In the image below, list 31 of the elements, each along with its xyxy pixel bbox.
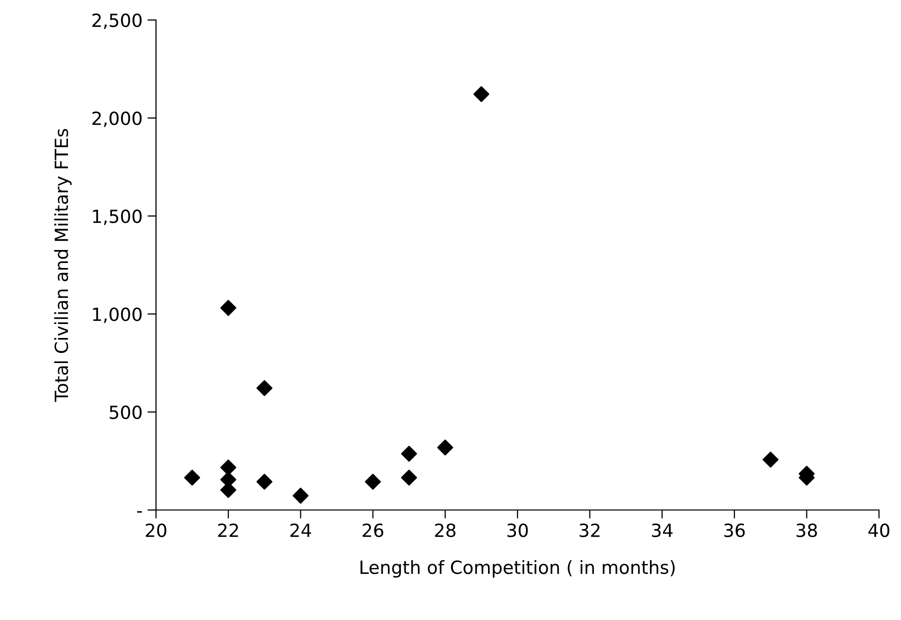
point xyxy=(220,300,236,316)
x-tick-label: 22 xyxy=(218,524,238,537)
point xyxy=(256,380,272,396)
x-tick-label: 20 xyxy=(146,524,166,538)
x-tick-label: 30 xyxy=(507,524,528,538)
y-tick-label: 2,500 xyxy=(92,13,142,29)
y-tick-label: 2,000 xyxy=(92,111,142,127)
x-tick-label: 36 xyxy=(724,524,745,538)
point xyxy=(473,86,490,102)
x-tick-label: 32 xyxy=(580,524,600,538)
point xyxy=(184,470,200,486)
point xyxy=(220,459,236,476)
y-tick-label: - xyxy=(137,511,142,513)
x-tick-label: 34 xyxy=(652,524,673,538)
point xyxy=(401,446,418,462)
x-tick-label: 24 xyxy=(290,524,312,537)
x-axis-title: Length of Competition ( in months) xyxy=(360,560,675,578)
x-tick-label: 28 xyxy=(435,524,456,538)
y-tick-label: 1,000 xyxy=(93,307,142,323)
x-tick-label: 40 xyxy=(868,524,890,538)
point xyxy=(762,452,779,468)
x-tick-label: 26 xyxy=(362,524,384,538)
point xyxy=(364,474,381,490)
y-axis-title: Total Civilian and Military FTEs xyxy=(54,129,72,402)
y-tick-label: 500 xyxy=(110,405,142,420)
point xyxy=(292,488,309,504)
x-tick-label: 38 xyxy=(796,524,817,538)
point xyxy=(256,474,272,490)
y-tick-label: 1,500 xyxy=(93,209,142,225)
point xyxy=(437,440,454,456)
point xyxy=(401,470,418,486)
